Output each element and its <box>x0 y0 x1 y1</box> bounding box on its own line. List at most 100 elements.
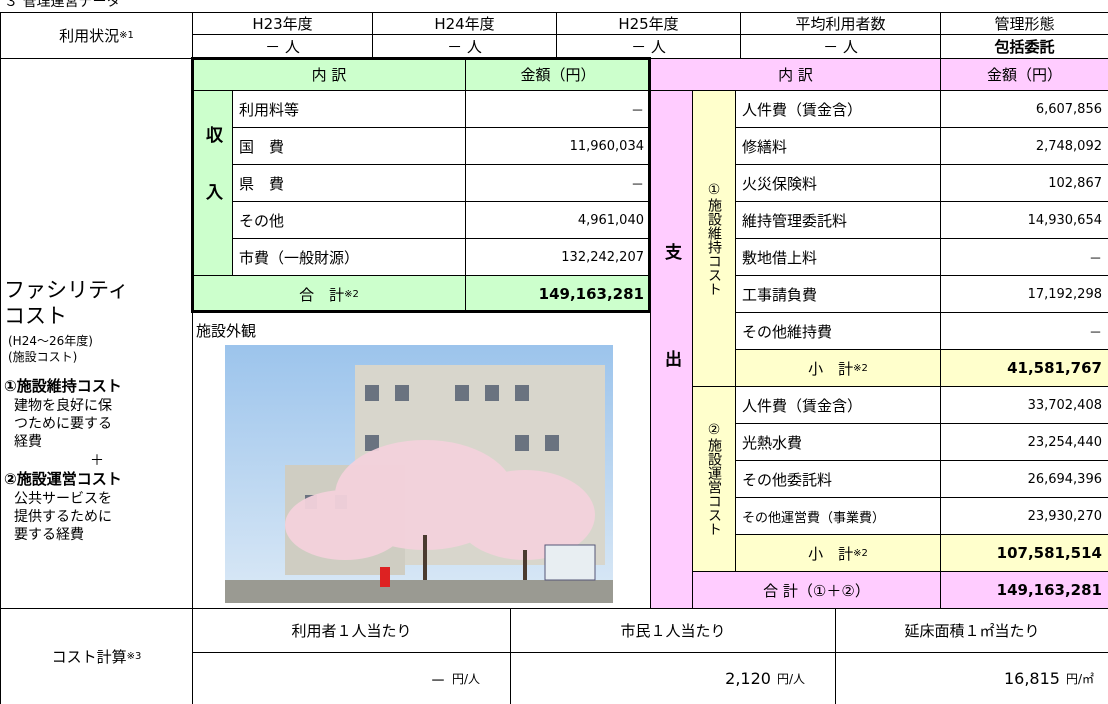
cell: 敷地借上料 <box>735 238 941 276</box>
expenditure-total-label: 合 計（①＋②） <box>763 581 870 600</box>
cell: 41,581,767 <box>940 349 1108 387</box>
cell: 人件費（賃金含） <box>735 386 941 424</box>
usage-value: － 人 <box>265 38 300 56</box>
cell: － <box>940 238 1108 276</box>
expenditure-item: 修繕料 <box>742 137 788 156</box>
facility-cost-title: コスト <box>4 304 67 328</box>
cell: 金額（円） <box>465 58 651 91</box>
expenditure-group-label: 支出 <box>661 242 681 457</box>
income-amount: 11,960,034 <box>569 138 644 154</box>
cost-calc-header: 利用者１人当たり <box>291 622 412 640</box>
maintenance-desc: 建物を良好に保 <box>14 398 112 414</box>
expenditure-amount: － <box>1088 325 1102 341</box>
cell: 149,163,281 <box>940 571 1108 609</box>
income-total-amount: 149,163,281 <box>538 285 644 303</box>
cell: H25年度 <box>556 12 741 35</box>
cell: 維持管理委託料 <box>735 201 941 239</box>
income-header: 内 訳 <box>311 66 347 84</box>
expenditure-amount: － <box>1088 251 1102 267</box>
cost-calc-number: 16,815 <box>1003 669 1060 688</box>
cell: 14,930,654 <box>940 201 1108 239</box>
photo-label: 施設外観 <box>196 322 257 340</box>
cost-calc-unit: 円/人 <box>451 672 480 686</box>
expenditure-header: 内 訳 <box>778 66 813 84</box>
expenditure-item: その他維持費 <box>742 322 833 341</box>
income-item: 国 費 <box>239 137 285 156</box>
cell: 工事請負費 <box>735 275 941 313</box>
cell: 支出 <box>650 90 693 609</box>
cell: 管理形態 <box>940 12 1108 35</box>
cell: － <box>940 312 1108 350</box>
expenditure-amount: 23,930,270 <box>1027 508 1102 524</box>
income-item: 県 費 <box>239 174 285 193</box>
cell: 人件費（賃金含） <box>735 90 941 128</box>
footnote-mark: ※1 <box>119 30 134 41</box>
usage-value: － 人 <box>631 38 666 56</box>
cell: 107,581,514 <box>940 534 1108 572</box>
cell: － 人 <box>556 34 741 59</box>
cost-calc-number: 2,120 <box>725 669 771 688</box>
expenditure-item: 維持管理委託料 <box>742 211 848 230</box>
cost-calc-unit: 円/㎡ <box>1065 672 1094 686</box>
income-frame <box>191 57 651 313</box>
cell: その他維持費 <box>735 312 941 350</box>
cell: 26,694,396 <box>940 460 1108 498</box>
facility-photo <box>225 345 613 603</box>
cell: 合 計（①＋②） <box>692 571 941 609</box>
cell: － 人 <box>740 34 941 59</box>
income-header: 金額（円） <box>520 66 596 84</box>
cell: 102,867 <box>940 164 1108 202</box>
cell: 6,607,856 <box>940 90 1108 128</box>
expenditure-item: 光熱水費 <box>742 433 803 452</box>
expenditure-item: その他運営費（事業費） <box>742 510 886 526</box>
usage-header: H23年度 <box>252 15 313 33</box>
cell: 小 計 ※2 <box>735 534 941 572</box>
cell: 市民１人当たり <box>510 608 836 653</box>
cell: H24年度 <box>372 12 557 35</box>
cell: 修繕料 <box>735 127 941 165</box>
section-label: ①施設維持コスト <box>706 181 722 296</box>
cost-calc-unit: 円/人 <box>776 672 805 686</box>
cell: その他委託料 <box>735 460 941 498</box>
footnote-mark: ※2 <box>344 288 359 300</box>
maintenance-desc: つために要する <box>14 416 112 432</box>
subtotal-amount: 107,581,514 <box>996 544 1102 562</box>
operation-desc: 要する経費 <box>14 527 84 543</box>
expenditure-amount: 102,867 <box>1048 175 1102 191</box>
cost-calc-label: コスト計算 <box>51 648 127 666</box>
income-item: 市費（一般財源） <box>239 248 360 267</box>
footnote-mark: ※2 <box>853 547 868 559</box>
cell: その他運営費（事業費） <box>735 497 941 535</box>
expenditure-item: その他委託料 <box>742 470 833 489</box>
expenditure-header: 金額（円） <box>986 66 1062 84</box>
cell: 火災保険料 <box>735 164 941 202</box>
expenditure-item: 火災保険料 <box>742 174 818 193</box>
cell: 光熱水費 <box>735 423 941 461</box>
plus-sign: ＋ <box>90 453 104 469</box>
expenditure-item: 敷地借上料 <box>742 248 818 267</box>
cell: 2,748,092 <box>940 127 1108 165</box>
expenditure-total-amount: 149,163,281 <box>996 581 1102 599</box>
cell: 33,702,408 <box>940 386 1108 424</box>
expenditure-amount: 23,254,440 <box>1027 434 1102 450</box>
maintenance-title: ①施設維持コスト <box>4 377 122 395</box>
expenditure-amount: 26,694,396 <box>1027 471 1102 487</box>
cell: － 人 <box>372 34 557 59</box>
expenditure-amount: 2,748,092 <box>1035 138 1102 154</box>
subtotal-amount: 41,581,767 <box>1007 359 1102 377</box>
maintenance-desc: 経費 <box>14 434 42 450</box>
cell: 17,192,298 <box>940 275 1108 313</box>
subtotal-label: 小 計 <box>808 359 854 378</box>
usage-header: H25年度 <box>618 15 679 33</box>
cell: 内 訳 <box>650 58 941 91</box>
facility-cost-period: (H24～26年度) <box>8 334 93 348</box>
cell: － 円/人 <box>192 652 511 704</box>
footnote-mark: ※2 <box>853 362 868 374</box>
cell: 延床面積１㎡当たり <box>835 608 1108 653</box>
cell: 23,930,270 <box>940 497 1108 535</box>
usage-header: 管理形態 <box>994 15 1055 33</box>
income-group-label: 収入 <box>202 126 222 240</box>
usage-label: 利用状況 <box>59 27 120 45</box>
facility-cost-title: ファシリティ <box>4 278 129 302</box>
